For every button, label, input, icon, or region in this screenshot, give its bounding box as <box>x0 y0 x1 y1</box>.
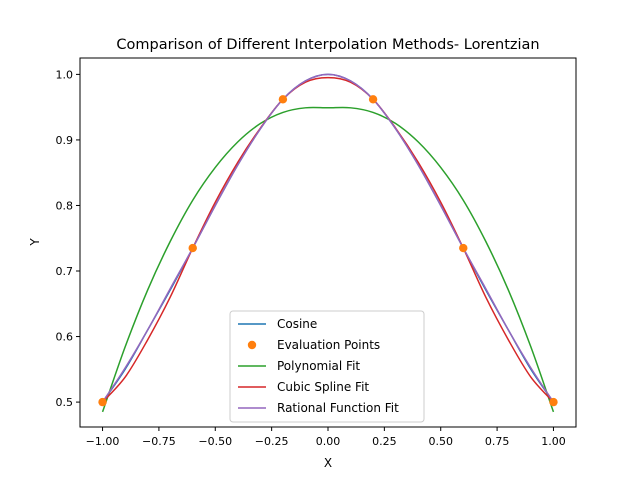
y-axis-label: Y <box>28 238 42 247</box>
series-line-polynomial-fit <box>101 106 555 413</box>
series-line-rational-function-fit <box>101 73 555 403</box>
evaluation-points-layer <box>98 95 558 407</box>
legend-label-cubic-spline-fit: Cubic Spline Fit <box>277 380 369 394</box>
evaluation-point <box>188 243 197 253</box>
y-axis-ticks: 0.5 0.6 0.7 0.8 0.9 1.0 <box>56 68 80 409</box>
evaluation-point <box>278 95 288 104</box>
x-tick-label: 0.25 <box>372 435 397 448</box>
evaluation-point <box>368 95 378 104</box>
series-line-cubic-spline-fit <box>101 76 555 403</box>
legend-label-rational-function-fit: Rational Function Fit <box>277 401 399 415</box>
x-tick-label: 0.75 <box>485 435 510 448</box>
evaluation-point <box>459 243 468 253</box>
y-tick-label: 0.9 <box>56 134 74 147</box>
y-tick-label: 0.7 <box>56 265 74 278</box>
x-tick-label: 1.00 <box>541 435 566 448</box>
x-tick-label: 0.00 <box>316 435 341 448</box>
legend-swatch-evaluation-points <box>247 340 257 350</box>
legend: Cosine Evaluation Points Polynomial Fit Cub… <box>229 310 425 423</box>
x-tick-label: −1.00 <box>86 435 120 448</box>
y-tick-label: 0.8 <box>56 199 74 212</box>
x-tick-label: 0.50 <box>428 435 453 448</box>
y-tick-label: 0.5 <box>56 396 74 409</box>
y-tick-label: 1.0 <box>56 68 74 81</box>
y-tick-label: 0.6 <box>56 331 74 344</box>
x-tick-label: −0.75 <box>142 435 176 448</box>
x-axis-label: X <box>324 456 332 470</box>
chart-title: Comparison of Different Interpolation Me… <box>116 37 539 53</box>
x-tick-label: −0.25 <box>255 435 289 448</box>
x-axis-ticks: −1.00 −0.75 −0.50 −0.25 0.00 0.25 0.50 0.75 1.00 <box>86 427 566 448</box>
legend-box <box>229 310 425 423</box>
legend-label-polynomial-fit: Polynomial Fit <box>277 359 360 373</box>
x-tick-label: −0.50 <box>198 435 232 448</box>
evaluation-point <box>98 397 107 407</box>
legend-label-cosine: Cosine <box>277 317 317 331</box>
legend-label-evaluation-points: Evaluation Points <box>277 338 380 352</box>
series-layer <box>101 73 555 413</box>
evaluation-point <box>549 397 558 407</box>
